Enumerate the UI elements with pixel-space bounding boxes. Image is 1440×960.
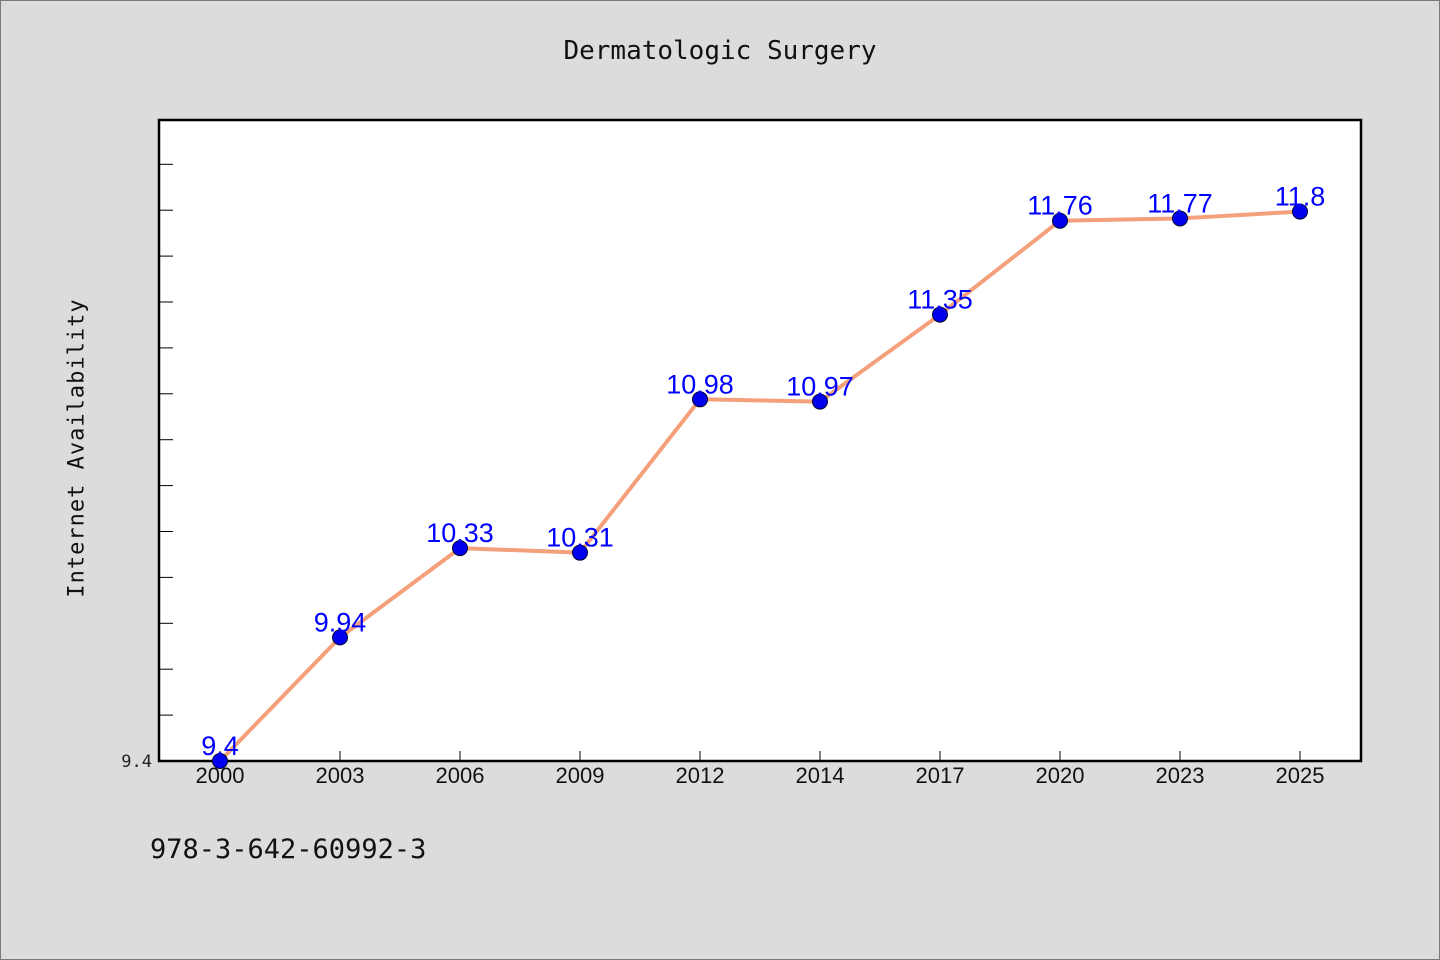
x-tick-label: 2003 <box>316 763 365 788</box>
x-tick-label: 2020 <box>1036 763 1085 788</box>
data-label: 9.4 <box>201 731 239 761</box>
data-point <box>692 391 708 408</box>
data-point <box>1292 203 1308 220</box>
data-point <box>932 306 948 323</box>
data-label: 9.94 <box>314 607 367 637</box>
y-tick-label: 9.4 <box>121 752 152 772</box>
data-point <box>1172 210 1188 227</box>
isbn-footnote: 978-3-642-60992-3 <box>150 834 427 865</box>
data-label: 10.31 <box>546 523 614 553</box>
data-point <box>332 629 348 646</box>
data-point <box>452 540 468 557</box>
x-tick-label: 2006 <box>436 763 485 788</box>
chart-title: Dermatologic Surgery <box>563 36 877 66</box>
x-tick-label: 2017 <box>916 763 965 788</box>
series-line <box>218 209 1301 763</box>
data-label: 11.76 <box>1027 191 1093 221</box>
data-label: 10.97 <box>786 372 854 402</box>
data-label: 11.8 <box>1275 182 1326 212</box>
x-tick-label: 2014 <box>796 763 845 788</box>
plot-area <box>157 118 1363 763</box>
x-tick-label: 2025 <box>1276 763 1325 788</box>
data-point <box>572 544 588 561</box>
data-label: 10.98 <box>666 369 734 399</box>
data-point <box>1052 212 1068 229</box>
data-label: 11.35 <box>907 285 973 315</box>
x-tick-label: 2023 <box>1156 763 1205 788</box>
data-point <box>812 393 828 410</box>
data-point <box>212 753 228 769</box>
x-tick-label: 2009 <box>556 763 605 788</box>
data-label: 10.33 <box>426 518 494 548</box>
x-tick-label: 2012 <box>676 763 725 788</box>
data-label: 11.77 <box>1147 188 1213 218</box>
